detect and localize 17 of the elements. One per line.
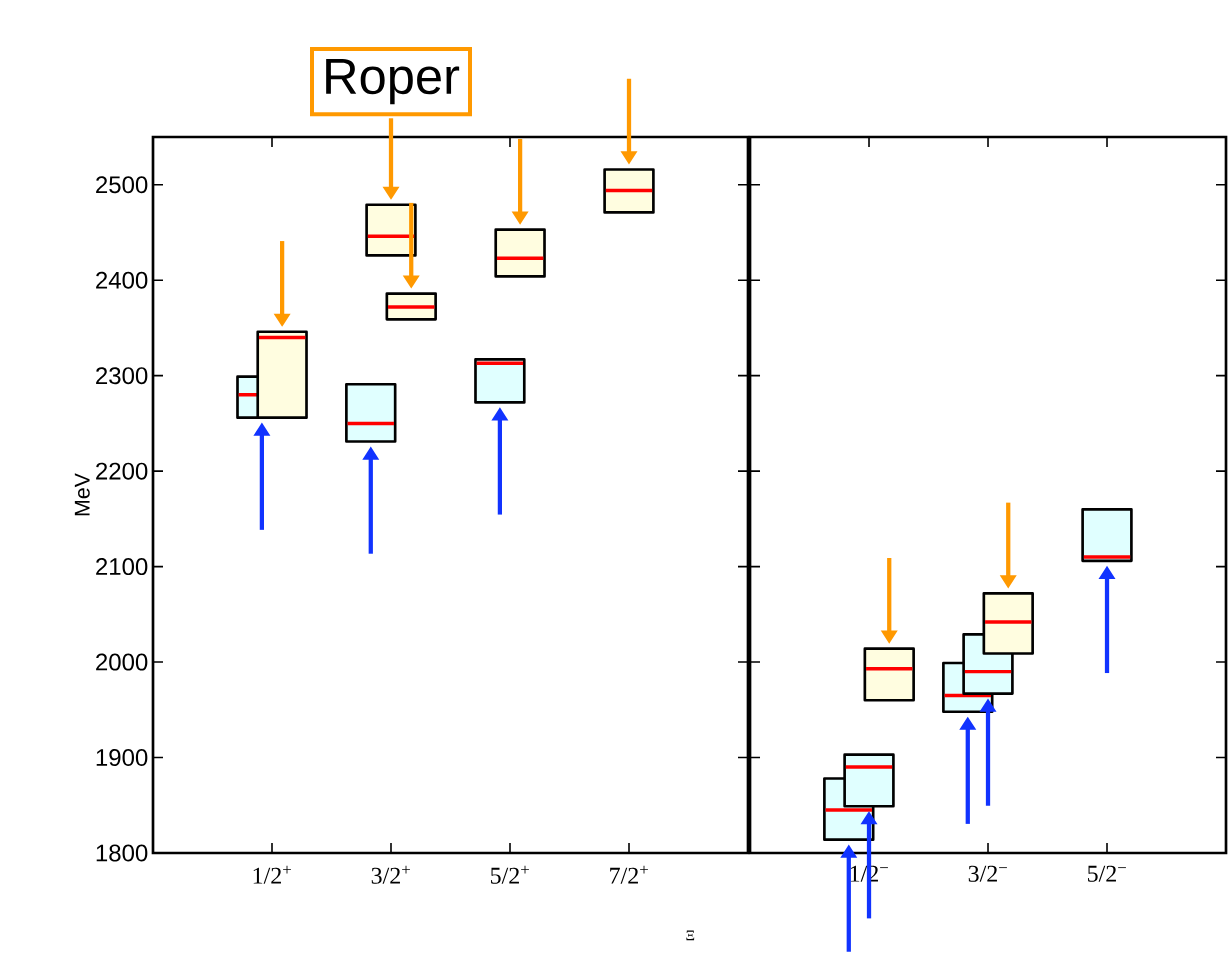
y-tick-label: 1800 <box>96 844 148 862</box>
y-tick-label: 2300 <box>96 367 148 385</box>
y-tick-label: 2000 <box>96 653 148 671</box>
y-tick-label: 2100 <box>96 558 148 576</box>
x-axis-title: Ξ <box>686 930 695 941</box>
x-tick-label: 3/2$^{−}$ <box>968 865 1007 882</box>
x-tick-label: 1/2$^{+}$ <box>253 865 291 884</box>
y-tick-label: 1900 <box>96 749 148 767</box>
x-tick-label: 5/2$^{+}$ <box>491 865 529 884</box>
x-tick-label: 5/2$^{−}$ <box>1088 865 1126 882</box>
y-tick-label: 2500 <box>96 176 148 194</box>
y-axis-title: MeV <box>74 473 90 516</box>
annotation: Roper <box>326 58 460 105</box>
y-tick-label: 2200 <box>96 462 148 480</box>
x-tick-label: 3/2$^{+}$ <box>371 865 410 884</box>
x-tick-label: 7/2$^{+}$ <box>610 865 648 884</box>
y-tick-label: 2400 <box>96 271 148 289</box>
